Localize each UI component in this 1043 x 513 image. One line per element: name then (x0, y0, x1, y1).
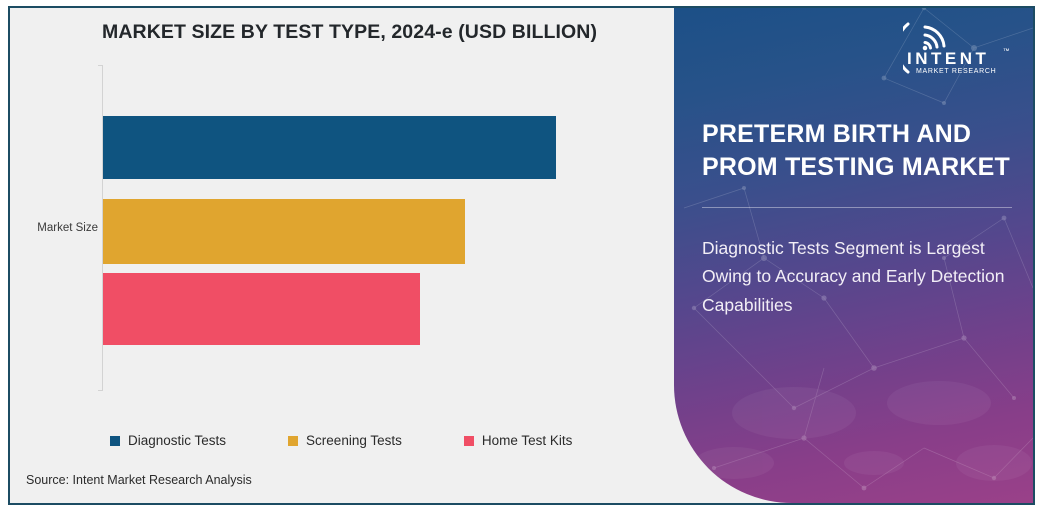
logo-wordmark: INTENT (907, 49, 989, 68)
panel-divider (702, 207, 1012, 208)
legend-item-label: Diagnostic Tests (128, 433, 227, 448)
plot-area (98, 65, 602, 391)
y-axis-tick-top (98, 65, 103, 66)
y-axis-label: Market Size (37, 222, 98, 234)
signal-arc-icon (903, 22, 946, 74)
legend-item-label: Home Test Kits (481, 433, 573, 448)
legend-item-label: Screening Tests (306, 433, 402, 448)
chart-title: MARKET SIZE BY TEST TYPE, 2024-e (USD BI… (102, 21, 598, 43)
bar-screening-tests (103, 199, 466, 264)
legend-item-diagnostic-tests: Diagnostic Tests (110, 433, 226, 448)
legend-swatch-icon (463, 435, 474, 446)
logo-tagline: MARKET RESEARCH (916, 68, 996, 75)
bar-diagnostic-tests (103, 116, 556, 179)
legend-swatch-icon (288, 435, 299, 446)
bar-home-test-kits (103, 273, 421, 345)
logo-trademark: ™ (1003, 48, 1010, 55)
brand-panel: INTENT ™ MARKET RESEARCH PRETERM BIRTH A… (674, 8, 1033, 503)
intent-market-research-logo: INTENT ™ MARKET RESEARCH (903, 22, 1010, 75)
legend-swatch-icon (110, 435, 120, 446)
chart-panel: MARKET SIZE BY TEST TYPE, 2024-e (USD BI… (10, 8, 680, 503)
y-axis-line (102, 65, 103, 391)
y-axis-tick-bottom (98, 390, 103, 391)
source-note: Source: Intent Market Research Analysis (26, 473, 252, 487)
legend-item-screening-tests: Screening Tests (288, 433, 402, 448)
legend-item-home-test-kits: Home Test Kits (463, 433, 573, 448)
report-card: MARKET SIZE BY TEST TYPE, 2024-e (USD BI… (8, 6, 1035, 505)
chart-legend: Diagnostic Tests Screening Tests Home Te… (110, 433, 634, 448)
panel-headline: PRETERM BIRTH AND PROM TESTING MARKET (702, 120, 1010, 181)
panel-subhead: Diagnostic Tests Segment is Largest Owin… (702, 238, 1005, 315)
